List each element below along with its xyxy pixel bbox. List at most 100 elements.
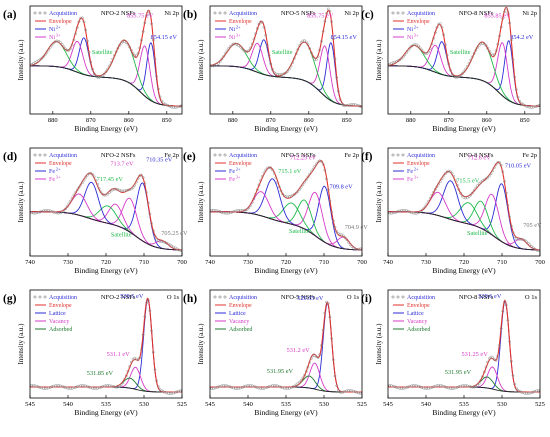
acquisition-point <box>511 374 515 377</box>
acquisition-point <box>503 10 506 14</box>
acquisition-point <box>178 389 182 393</box>
acquisition-point <box>223 384 227 387</box>
acquisition-point <box>447 62 451 66</box>
x-tick-label: 710 <box>319 259 329 266</box>
acquisition-point <box>471 191 474 195</box>
peak-label: 710.05 eV <box>505 162 532 169</box>
x-tick-label: 720 <box>459 259 469 266</box>
legend-label: Envelope <box>407 303 430 309</box>
acquisition-point <box>65 386 69 390</box>
acquisition-point <box>413 384 417 387</box>
legend-label-text: Ni <box>229 35 235 41</box>
legend-label: Lattice <box>407 311 424 317</box>
x-tick-label: 870 <box>86 117 96 124</box>
legend-entry: Acquisition <box>33 153 77 159</box>
acquisition-point <box>476 384 479 387</box>
acquisition-point <box>67 387 71 390</box>
region-label: Ni 2p <box>344 10 359 17</box>
legend-label: Fe2+ <box>407 167 419 176</box>
acquisition-point <box>245 207 249 211</box>
acquisition-point <box>151 350 155 354</box>
legend-entry: Fe2+ <box>393 167 419 176</box>
acquisition-point <box>267 385 271 389</box>
x-axis-label: Binding Energy (eV) <box>74 124 138 133</box>
acquisition-point <box>97 386 101 390</box>
legend-label: Ni2+ <box>229 25 241 34</box>
acquisition-point <box>343 104 347 108</box>
acquisition-point <box>479 379 483 382</box>
acquisition-point <box>254 32 257 35</box>
acquisition-point <box>133 54 137 57</box>
acquisition-point <box>274 176 278 179</box>
peak-label: 854.15 eV <box>331 34 358 41</box>
acquisition-point <box>264 386 268 390</box>
legend-marker <box>223 153 227 157</box>
acquisition-point <box>64 47 67 51</box>
acquisition-point <box>145 191 148 194</box>
legend-entry: Ni3+ <box>215 33 241 41</box>
acquisition-point <box>75 385 79 388</box>
acquisition-point <box>237 209 241 212</box>
legend-label: Acquisition <box>407 153 435 159</box>
acquisition-point <box>415 211 419 215</box>
acquisition-point <box>345 104 349 107</box>
acquisition-point <box>52 210 55 214</box>
acquisition-point <box>114 187 118 191</box>
acquisition-point <box>255 27 259 30</box>
acquisition-point <box>403 53 407 57</box>
peak-label: 705 eV <box>523 222 542 229</box>
acquisition-point <box>70 43 74 47</box>
peak-label: Satellite <box>289 228 310 235</box>
legend-entry: Fe3+ <box>35 175 61 183</box>
acquisition-point <box>257 22 261 26</box>
acquisition-point <box>406 385 410 389</box>
acquisition-point <box>235 387 239 390</box>
acquisition-point <box>328 315 332 319</box>
acquisition-point <box>286 387 290 390</box>
acquisition-point <box>482 42 486 46</box>
acquisition-point <box>245 384 249 388</box>
acquisition-point <box>212 387 215 390</box>
acquisition-point <box>274 384 278 387</box>
acquisition-point <box>72 193 76 197</box>
acquisition-point <box>252 385 256 388</box>
acquisition-point <box>284 387 288 390</box>
acquisition-point <box>439 384 442 387</box>
acquisition-point <box>335 76 339 79</box>
acquisition-point <box>427 199 430 203</box>
acquisition-point <box>499 327 503 330</box>
acquisition-point <box>266 385 269 389</box>
legend-entry: Envelope <box>393 303 430 309</box>
acquisition-point <box>410 44 413 48</box>
acquisition-point <box>299 378 303 382</box>
acquisition-point <box>111 385 115 388</box>
legend-label-text: Fe <box>49 169 55 175</box>
y-axis-label: Intensity (a.u.) <box>197 323 205 365</box>
x-axis-label: Binding Energy (eV) <box>74 266 138 275</box>
acquisition-point <box>462 196 466 199</box>
sample-name: NFO-8 NSFs <box>459 152 494 159</box>
peak-label: 854.15 eV <box>151 34 178 41</box>
peak-label: 704.9 eV <box>345 224 369 231</box>
acquisition-point <box>131 52 135 55</box>
acquisition-point <box>249 46 252 50</box>
acquisition-point <box>345 389 349 393</box>
envelope-line <box>210 301 362 393</box>
acquisition-point <box>428 386 432 390</box>
acquisition-point <box>353 247 357 251</box>
acquisition-point <box>469 385 473 389</box>
acquisition-point <box>530 391 533 394</box>
acquisition-point <box>79 384 83 388</box>
acquisition-point <box>515 88 518 91</box>
acquisition-point <box>481 375 484 378</box>
acquisition-point <box>425 52 429 55</box>
acquisition-point <box>45 386 49 390</box>
acquisition-point <box>102 72 106 76</box>
acquisition-point <box>423 52 427 55</box>
acquisition-point <box>108 191 111 194</box>
acquisition-point <box>395 386 398 389</box>
legend-entry: Acquisition <box>213 295 257 301</box>
background-line <box>388 65 540 107</box>
acquisition-point <box>437 182 441 186</box>
legend-entry: Envelope <box>215 303 252 309</box>
